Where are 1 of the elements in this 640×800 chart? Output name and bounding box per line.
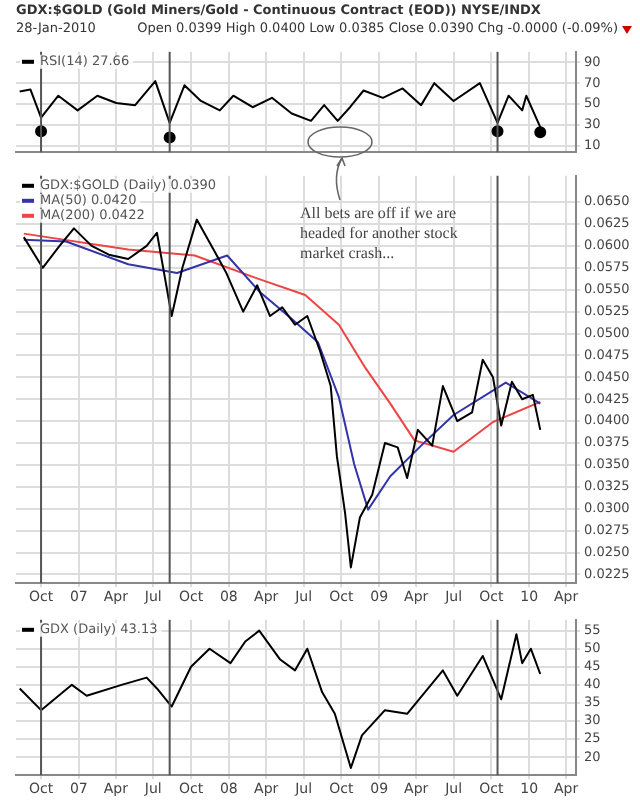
- annotation: All bets are off if we are headed for another stock market crash...: [300, 204, 460, 264]
